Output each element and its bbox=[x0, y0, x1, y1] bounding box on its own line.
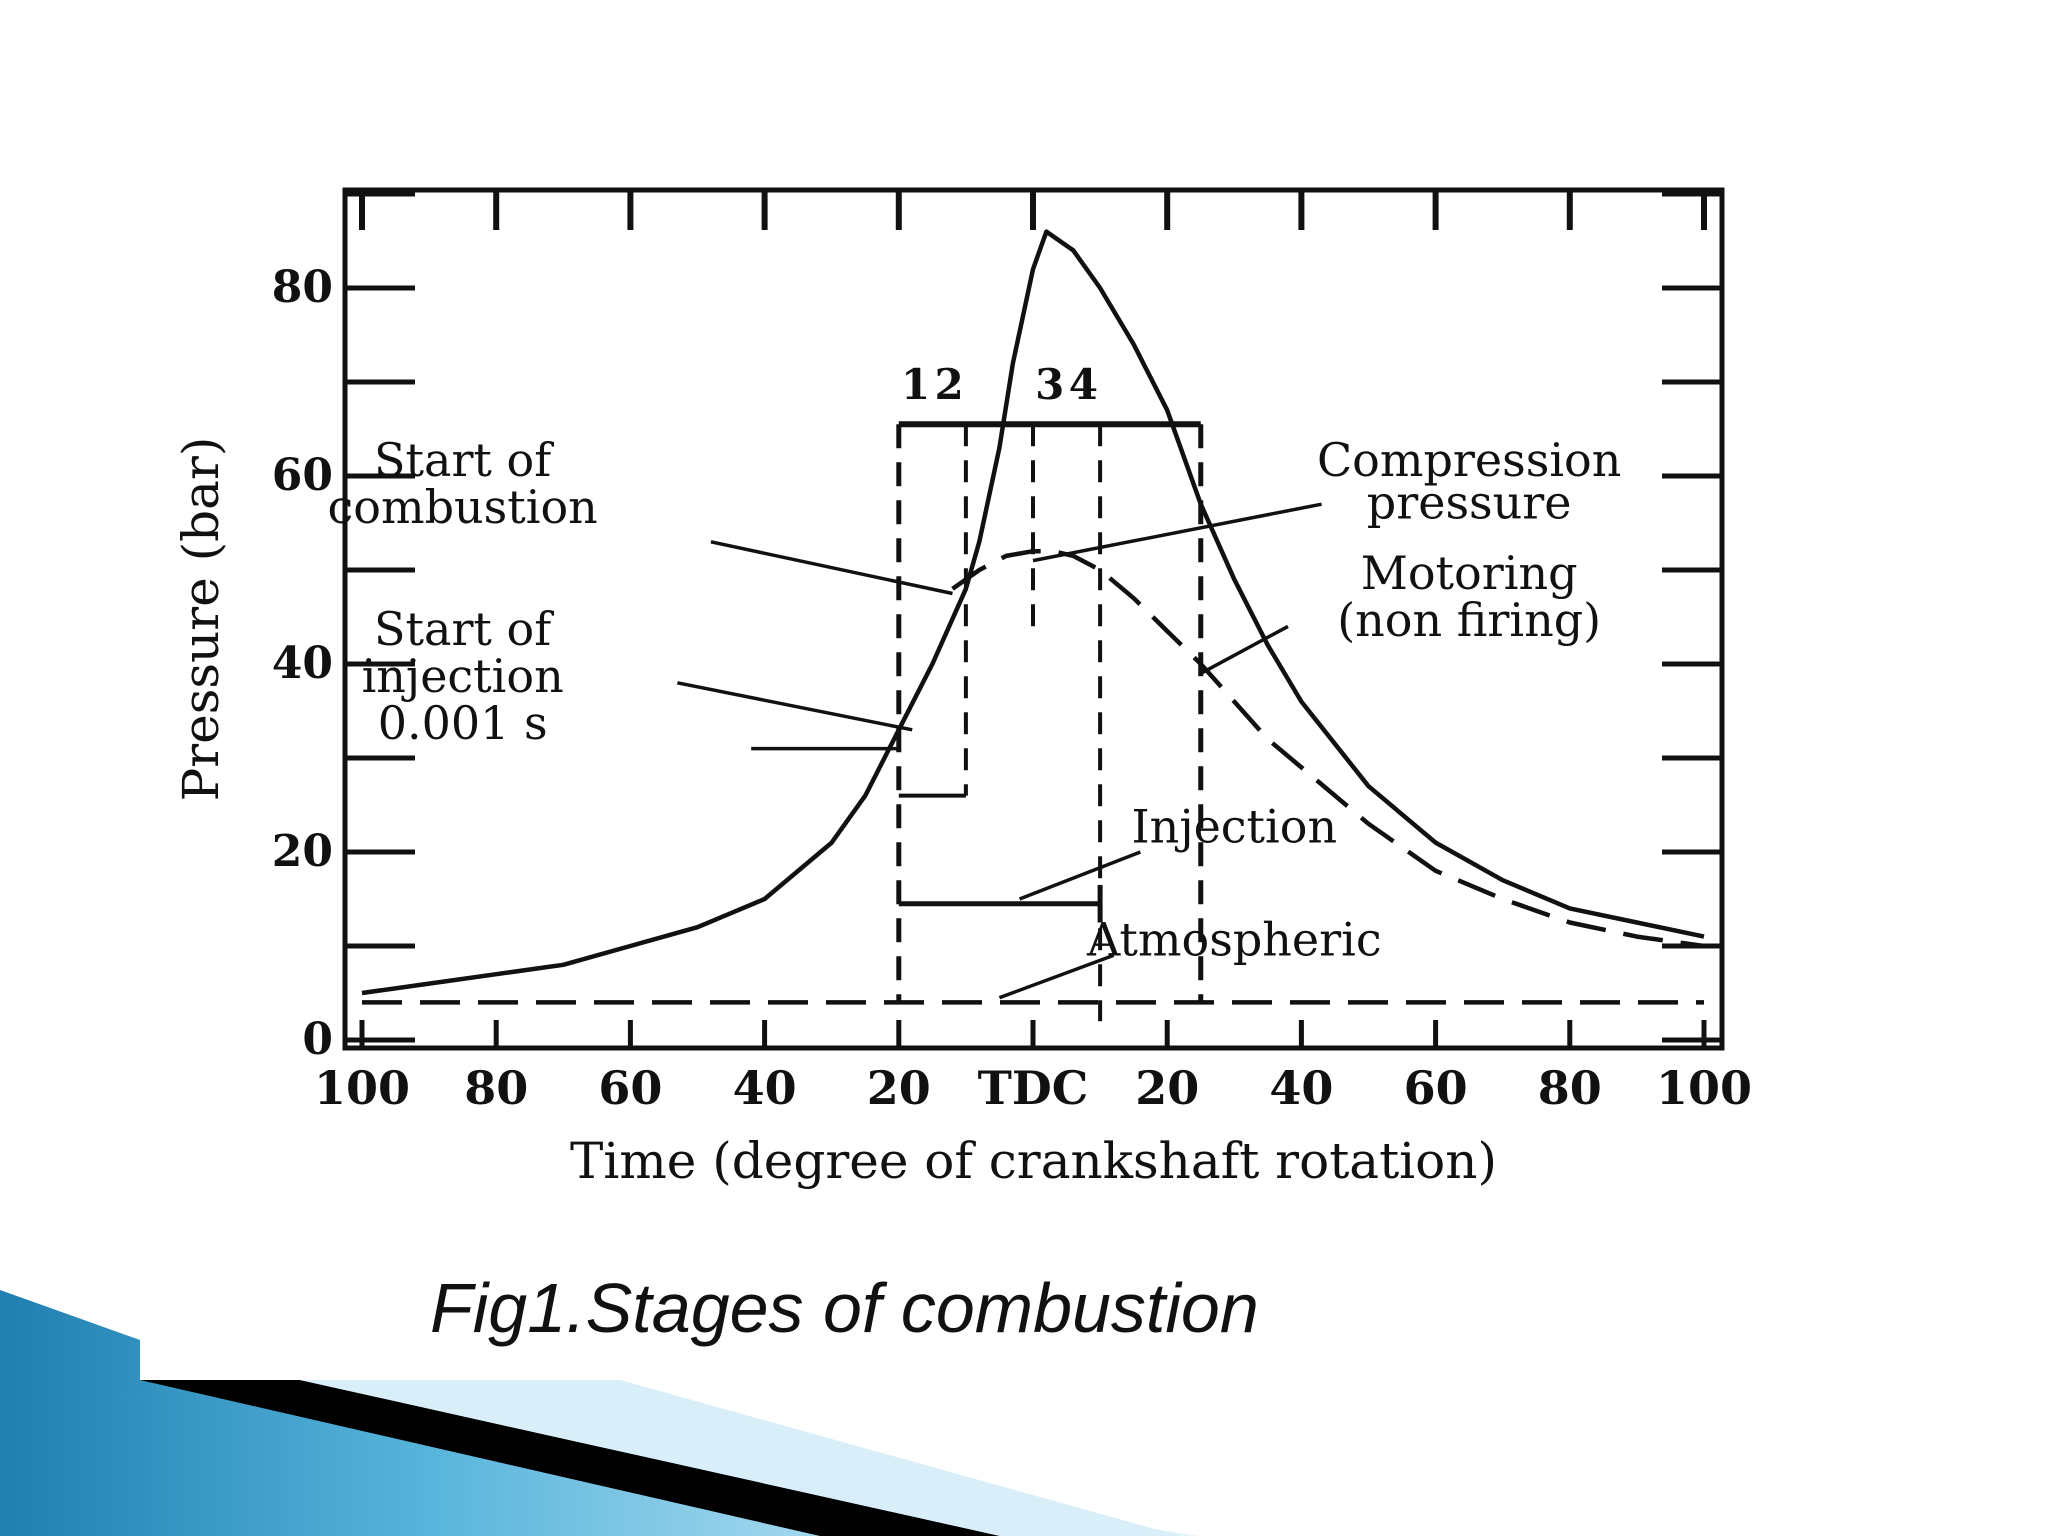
x-tick-label: 100 bbox=[314, 1061, 410, 1115]
x-tick-label: 100 bbox=[1656, 1061, 1752, 1115]
x-tick-label: 20 bbox=[867, 1061, 931, 1115]
y-tick-label: 40 bbox=[272, 638, 333, 689]
annotation-pointer bbox=[710, 540, 953, 596]
series-line-2 bbox=[951, 548, 1705, 949]
annotation-label: Motoring bbox=[1361, 546, 1578, 600]
annotation-label: (non firing) bbox=[1337, 593, 1601, 647]
annotation-label: pressure bbox=[1367, 475, 1572, 529]
annotation-pointer bbox=[677, 681, 913, 732]
annotation-label: Atmospheric bbox=[1086, 912, 1382, 966]
annotation-pointer bbox=[1018, 850, 1141, 901]
annotation-label: Start of bbox=[374, 602, 554, 656]
y-tick-label: 60 bbox=[272, 450, 333, 501]
y-tick-label: 20 bbox=[272, 826, 333, 877]
x-axis-title: Time (degree of crankshaft rotation) bbox=[570, 1132, 1497, 1190]
y-axis-title: Pressure (bar) bbox=[172, 437, 230, 802]
annotation-label: injection bbox=[362, 649, 564, 703]
annotation-pointer bbox=[1199, 624, 1289, 675]
stage-label: 4 bbox=[1069, 360, 1098, 409]
x-tick-label: 60 bbox=[1404, 1061, 1468, 1115]
x-tick-label: 80 bbox=[464, 1061, 528, 1115]
x-tick-label: 80 bbox=[1538, 1061, 1602, 1115]
x-tick-label: TDC bbox=[978, 1061, 1089, 1115]
figure-caption: Fig1.Stages of combustion bbox=[430, 1269, 1259, 1347]
stage-label: 3 bbox=[1035, 360, 1064, 409]
annotation-pointer bbox=[1032, 502, 1322, 563]
series-line-1 bbox=[361, 229, 1705, 996]
y-tick-label: 80 bbox=[272, 262, 333, 313]
x-tick-label: 60 bbox=[598, 1061, 662, 1115]
annotation-label: Injection bbox=[1132, 800, 1338, 854]
x-tick-label: 20 bbox=[1135, 1061, 1199, 1115]
stage-label: 2 bbox=[935, 360, 964, 409]
stage-label: 1 bbox=[901, 360, 930, 409]
annotation-label: Start of bbox=[374, 433, 554, 487]
annotation-label: 0.001 s bbox=[378, 696, 548, 750]
x-tick-label: 40 bbox=[1269, 1061, 1333, 1115]
x-tick-label: 40 bbox=[733, 1061, 797, 1115]
annotation-label: combustion bbox=[328, 480, 598, 534]
annotation-label: Compression bbox=[1317, 433, 1621, 487]
y-tick-label: 0 bbox=[302, 1014, 333, 1065]
annotation-pointer bbox=[998, 953, 1115, 1000]
